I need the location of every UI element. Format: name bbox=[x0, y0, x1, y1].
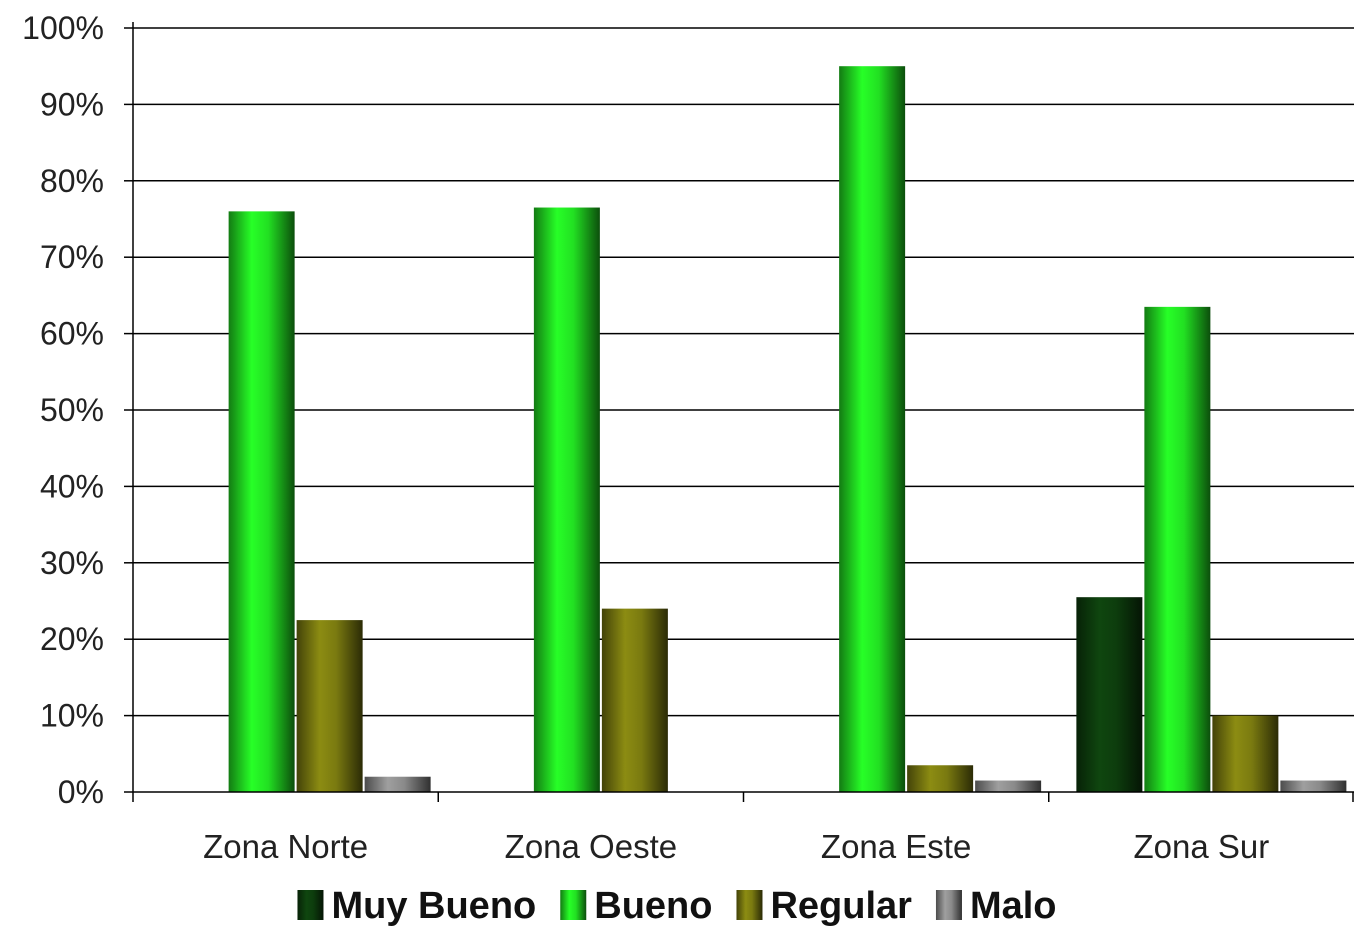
x-tick-label: Zona Oeste bbox=[505, 828, 677, 865]
legend: Muy Bueno Bueno Regular Malo bbox=[297, 885, 1057, 927]
bar-zona-sur-regular bbox=[1212, 715, 1279, 792]
x-axis-labels: Zona Norte Zona Oeste Zona Este Zona Sur bbox=[203, 828, 1269, 865]
x-tick-label: Zona Sur bbox=[1134, 828, 1270, 865]
bar-zona-este-regular bbox=[907, 765, 974, 792]
bar-zona-norte-malo bbox=[364, 776, 431, 792]
y-tick-label: 0% bbox=[58, 774, 104, 810]
bars bbox=[228, 66, 1347, 793]
x-tick-label: Zona Este bbox=[821, 828, 971, 865]
legend-label: Bueno bbox=[594, 885, 712, 927]
y-tick-label: 50% bbox=[40, 392, 104, 428]
bar-zona-este-malo bbox=[975, 780, 1042, 792]
bar-zona-sur-malo bbox=[1280, 780, 1347, 792]
x-tick-label: Zona Norte bbox=[203, 828, 368, 865]
y-tick-label: 90% bbox=[40, 86, 104, 122]
y-tick-label: 40% bbox=[40, 468, 104, 504]
bar-zona-sur-muy-bueno bbox=[1076, 597, 1143, 792]
y-tick-label: 20% bbox=[40, 621, 104, 657]
legend-swatch-bueno bbox=[560, 890, 587, 920]
legend-swatch-malo bbox=[935, 890, 962, 920]
y-tick-label: 10% bbox=[40, 698, 104, 734]
y-tick-label: 60% bbox=[40, 316, 104, 352]
bar-zona-norte-bueno bbox=[228, 211, 295, 793]
bar-zona-norte-regular bbox=[296, 620, 363, 792]
axes bbox=[132, 22, 1354, 802]
legend-swatch-muy-bueno bbox=[297, 890, 324, 920]
legend-label: Muy Bueno bbox=[331, 885, 536, 927]
legend-swatch-regular bbox=[736, 890, 763, 920]
y-tick-label: 70% bbox=[40, 239, 104, 275]
y-axis-ticks: 0% 10% 20% 30% 40% 50% 60% 70% 80% 90% 100% bbox=[22, 10, 133, 810]
y-tick-label: 100% bbox=[22, 10, 104, 46]
y-tick-label: 80% bbox=[40, 163, 104, 199]
legend-label: Regular bbox=[770, 885, 912, 927]
bar-zona-este-bueno bbox=[839, 66, 906, 792]
bar-zona-sur-bueno bbox=[1144, 306, 1211, 792]
legend-label: Malo bbox=[970, 885, 1057, 927]
bar-zona-oeste-regular bbox=[601, 608, 668, 792]
y-tick-label: 30% bbox=[40, 545, 104, 581]
bar-zona-oeste-bueno bbox=[533, 207, 600, 793]
